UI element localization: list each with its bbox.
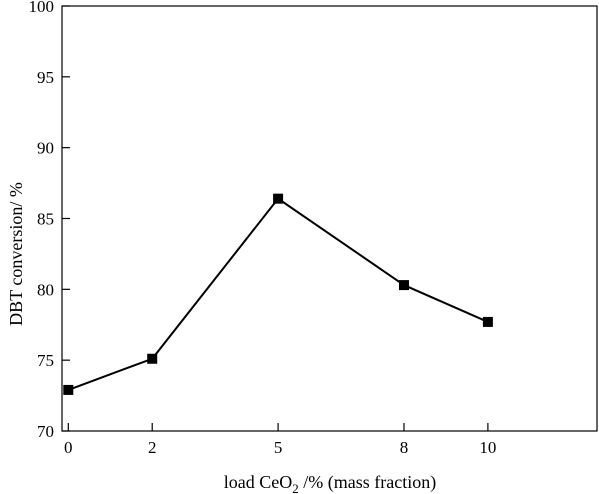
y-tick-label-70: 70 <box>37 422 54 441</box>
y-tick-label-95: 95 <box>37 68 54 87</box>
x-tick-label-0: 0 <box>64 438 73 457</box>
y-tick-label-100: 100 <box>29 0 55 16</box>
data-point-x-0 <box>63 384 74 395</box>
data-point-x-5 <box>273 193 284 204</box>
series-line <box>67 197 489 391</box>
x-axis: 0 2 5 8 10 <box>64 423 496 457</box>
y-axis-title: DBT conversion/ % <box>6 182 26 326</box>
data-point-x-10 <box>482 316 493 327</box>
x-axis-title: load CeO2 /% (mass fraction) <box>224 472 436 494</box>
y-tick-label-85: 85 <box>37 210 54 229</box>
x-axis-title-suffix: /% (mass fraction) <box>299 472 436 493</box>
y-tick-label-90: 90 <box>37 139 54 158</box>
x-tick-label-2: 2 <box>148 438 157 457</box>
plot-frame <box>61 5 598 432</box>
x-axis-title-subscript: 2 <box>292 481 299 494</box>
y-tick-label-75: 75 <box>37 351 54 370</box>
data-point-x-2 <box>147 353 158 364</box>
data-point-x-8 <box>398 280 409 291</box>
data-markers <box>63 193 493 395</box>
x-tick-label-8: 8 <box>400 438 409 457</box>
y-axis: 70 75 80 85 90 95 100 <box>29 0 70 441</box>
y-tick-label-80: 80 <box>37 280 54 299</box>
x-tick-label-10: 10 <box>479 438 496 457</box>
x-axis-title-main: load CeO <box>224 472 292 492</box>
x-tick-label-5: 5 <box>274 438 283 457</box>
